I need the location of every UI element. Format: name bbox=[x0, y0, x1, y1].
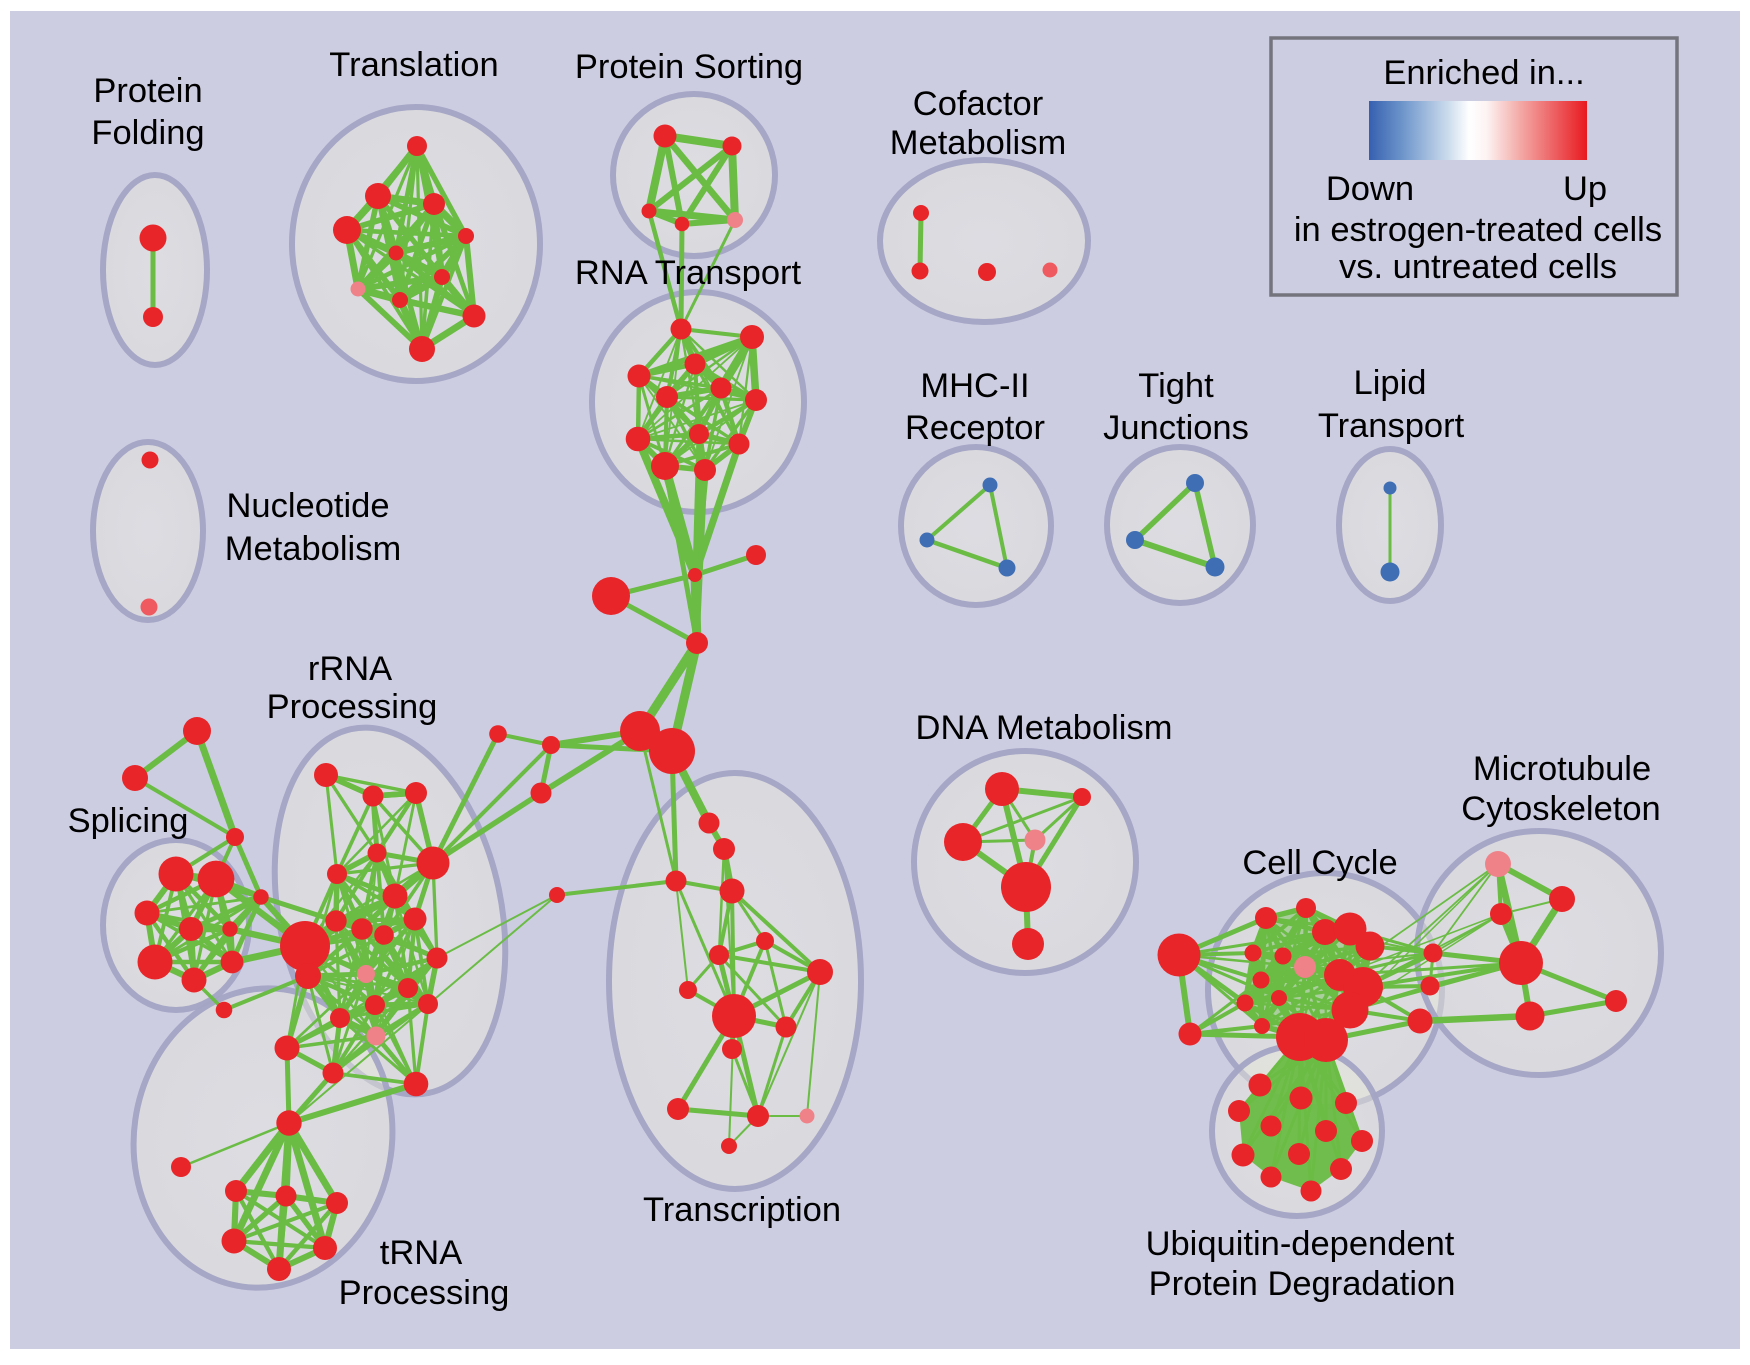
svg-text:Translation: Translation bbox=[329, 46, 498, 84]
svg-text:MHC-II: MHC-II bbox=[920, 367, 1029, 405]
svg-text:Protein Sorting: Protein Sorting bbox=[575, 48, 803, 86]
svg-text:Transport: Transport bbox=[1318, 407, 1465, 445]
svg-text:Ubiquitin-dependent: Ubiquitin-dependent bbox=[1146, 1225, 1455, 1263]
svg-text:Cell Cycle: Cell Cycle bbox=[1242, 844, 1397, 882]
svg-text:Metabolism: Metabolism bbox=[225, 530, 401, 568]
svg-text:Cofactor: Cofactor bbox=[913, 85, 1043, 123]
svg-text:Receptor: Receptor bbox=[905, 409, 1045, 447]
svg-text:Protein Degradation: Protein Degradation bbox=[1149, 1265, 1456, 1303]
svg-text:Lipid: Lipid bbox=[1354, 364, 1427, 402]
svg-text:Enriched in...: Enriched in... bbox=[1383, 54, 1584, 92]
svg-text:Nucleotide: Nucleotide bbox=[226, 487, 389, 525]
svg-text:in estrogen-treated cells: in estrogen-treated cells bbox=[1294, 211, 1662, 249]
svg-text:Up: Up bbox=[1563, 170, 1607, 208]
svg-text:vs. untreated cells: vs. untreated cells bbox=[1339, 248, 1617, 286]
svg-text:RNA Transport: RNA Transport bbox=[575, 254, 802, 292]
svg-text:Splicing: Splicing bbox=[68, 802, 189, 840]
svg-text:tRNA: tRNA bbox=[380, 1234, 462, 1272]
svg-text:Metabolism: Metabolism bbox=[890, 124, 1066, 162]
svg-text:Folding: Folding bbox=[91, 114, 204, 152]
svg-text:Transcription: Transcription bbox=[643, 1191, 841, 1229]
svg-text:rRNA: rRNA bbox=[308, 650, 392, 688]
svg-text:Processing: Processing bbox=[267, 688, 438, 726]
svg-text:DNA Metabolism: DNA Metabolism bbox=[916, 709, 1173, 747]
svg-text:Microtubule: Microtubule bbox=[1473, 750, 1651, 788]
svg-text:Junctions: Junctions bbox=[1103, 409, 1249, 447]
svg-text:Down: Down bbox=[1326, 170, 1414, 208]
svg-text:Processing: Processing bbox=[339, 1274, 510, 1312]
svg-text:Cytoskeleton: Cytoskeleton bbox=[1461, 790, 1660, 828]
svg-text:Protein: Protein bbox=[93, 72, 202, 110]
svg-text:Tight: Tight bbox=[1138, 367, 1214, 405]
